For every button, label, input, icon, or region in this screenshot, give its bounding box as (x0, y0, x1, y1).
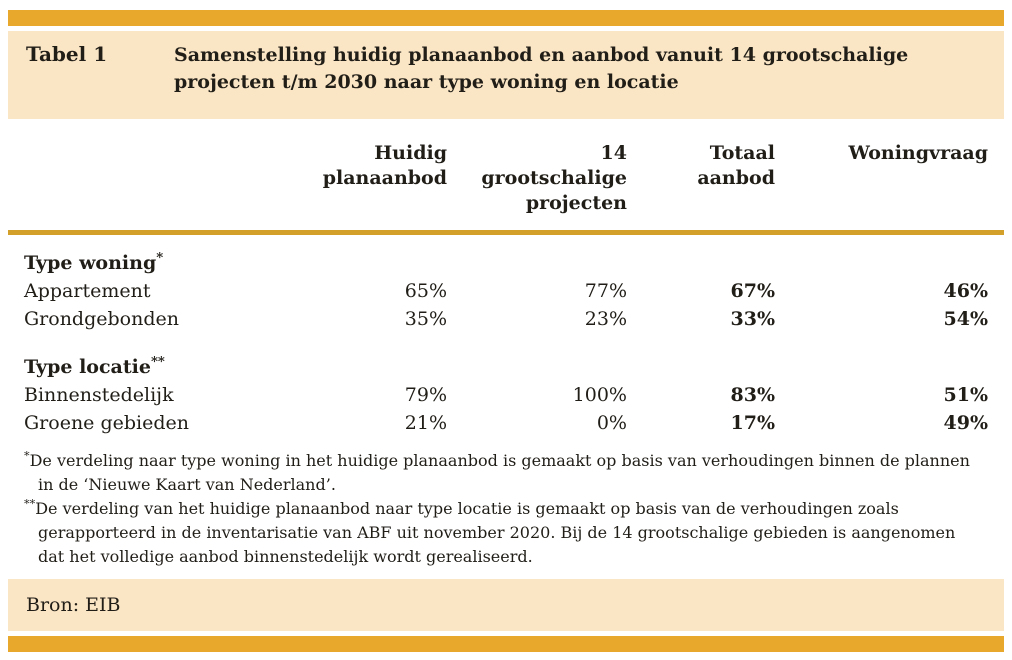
cell-value: 65% (404, 280, 447, 302)
cell-value: 49% (943, 412, 989, 434)
table-body: Type woning* Appartement 65% 77% 67% 46%… (8, 235, 1004, 437)
row-label-groene-gebieden: Groene gebieden (24, 412, 189, 434)
bottom-accent-bar (8, 636, 1004, 652)
footnote-marker: * (156, 250, 164, 266)
section-heading-text: Type locatie (24, 356, 151, 378)
column-header-row: Huidig planaanbod 14 grootschalige proje… (8, 119, 1004, 230)
header-rule (8, 230, 1004, 235)
cell-value: 21% (404, 412, 447, 434)
footnote-text: De verdeling van het huidige planaanbod … (35, 499, 956, 566)
source-text: Bron: EIB (26, 594, 121, 616)
cell-value: 100% (572, 384, 627, 406)
footnote-marker: ** (150, 354, 165, 370)
cell-value: 51% (943, 384, 989, 406)
cell-value: 23% (584, 308, 627, 330)
column-header-woningvraag: Woningvraag (848, 142, 988, 164)
row-label-binnenstedelijk: Binnenstedelijk (24, 384, 174, 406)
cell-value: 77% (584, 280, 627, 302)
top-accent-bar (8, 10, 1004, 26)
section-heading-type-locatie: Type locatie** (24, 353, 988, 381)
column-header-huidig-planaanbod: Huidig planaanbod (322, 142, 447, 189)
row-label-appartement: Appartement (24, 280, 151, 302)
footnote-marker: * (24, 449, 30, 463)
title-band: Tabel 1 Samenstelling huidig planaanbod … (8, 31, 1004, 119)
row-label-grondgebonden: Grondgebonden (24, 308, 179, 330)
cell-value: 54% (943, 308, 989, 330)
table-number-label: Tabel 1 (26, 42, 108, 66)
flex-spacer (8, 569, 1004, 579)
column-header-totaal-aanbod: Totaal aanbod (697, 142, 775, 189)
cell-value: 0% (596, 412, 627, 434)
section-heading-type-woning: Type woning* (24, 249, 988, 277)
table-title: Samenstelling huidig planaanbod en aanbo… (174, 44, 909, 93)
cell-value: 33% (730, 308, 776, 330)
section-heading-text: Type woning (24, 252, 157, 274)
footnote-text: De verdeling naar type woning in het hui… (29, 451, 970, 494)
footnotes: *De verdeling naar type woning in het hu… (8, 437, 1004, 569)
footnote-1: *De verdeling naar type woning in het hu… (24, 449, 974, 497)
cell-value: 83% (730, 384, 776, 406)
cell-value: 67% (730, 280, 776, 302)
footnote-2: **De verdeling van het huidige planaanbo… (24, 497, 974, 569)
cell-value: 35% (404, 308, 447, 330)
cell-value: 17% (730, 412, 776, 434)
column-header-empty (24, 141, 274, 216)
source-band: Bron: EIB (8, 579, 1004, 631)
footnote-marker: ** (24, 497, 36, 511)
column-header-grootschalige-projecten: 14 grootschalige projecten (481, 142, 627, 214)
cell-value: 79% (404, 384, 447, 406)
cell-value: 46% (943, 280, 989, 302)
